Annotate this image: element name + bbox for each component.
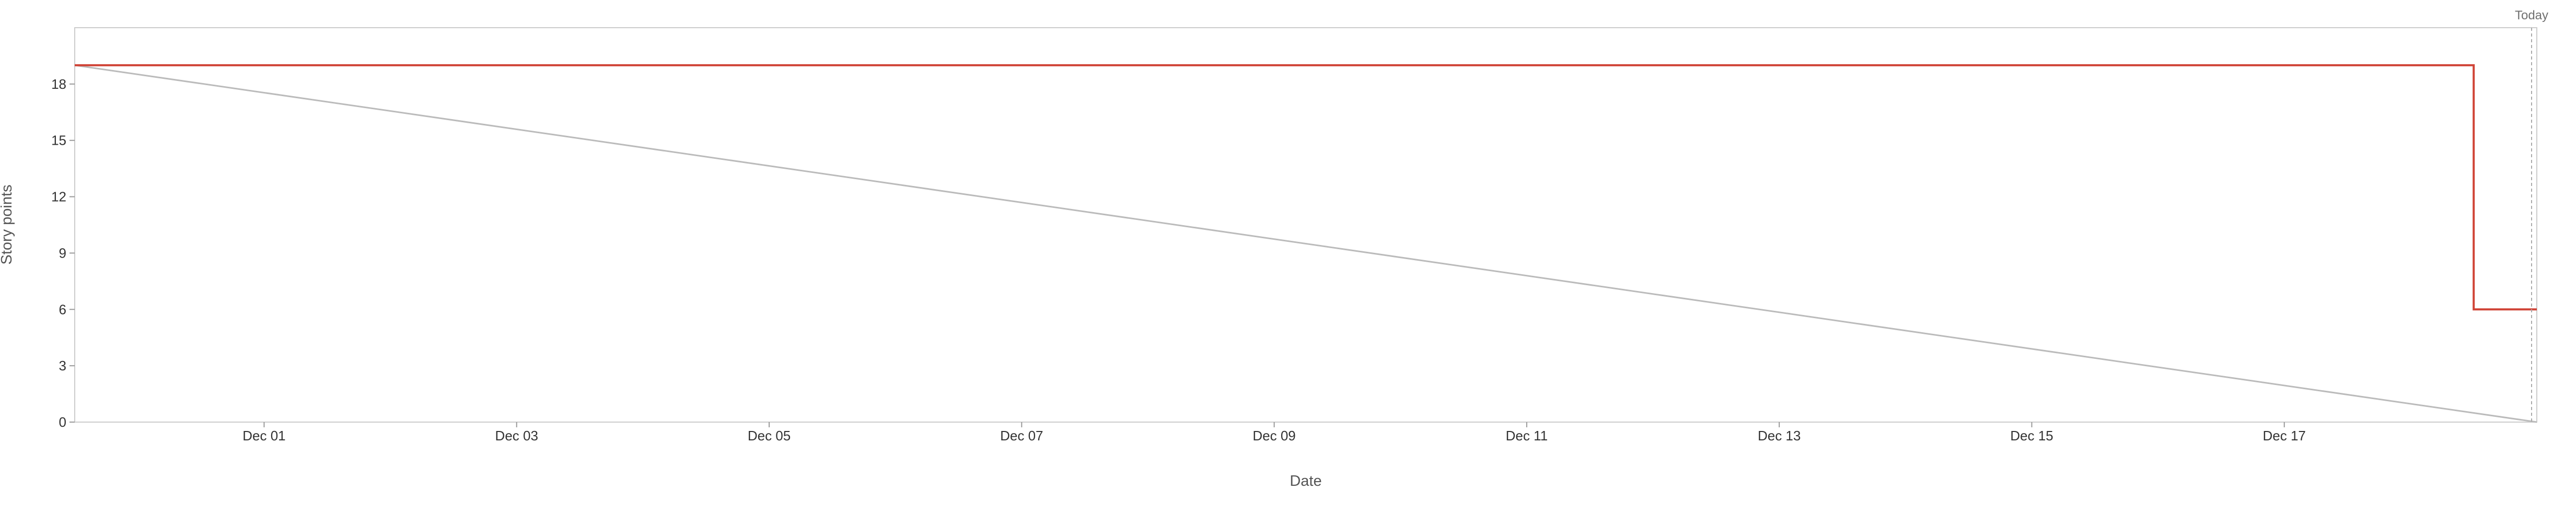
y-tick-label: 9 <box>59 245 66 261</box>
x-tick-label: Dec 01 <box>242 428 285 444</box>
remaining-series <box>75 64 2537 311</box>
x-tick-label: Dec 05 <box>748 428 791 444</box>
x-axis-ticks: Dec 01 Dec 03 Dec 05 Dec 07 Dec 09 Dec 11 Dec … <box>242 422 2306 444</box>
x-tick-label: Dec 11 <box>1506 428 1548 444</box>
today-marker: Today <box>2515 8 2548 422</box>
y-tick-label: 0 <box>59 414 66 430</box>
x-tick-label: Dec 13 <box>1758 428 1801 444</box>
y-axis-label: Story points <box>0 184 15 264</box>
x-tick-label: Dec 09 <box>1252 428 1295 444</box>
guideline-series <box>74 64 2537 423</box>
remaining-line <box>75 64 2537 311</box>
today-label: Today <box>2515 8 2548 22</box>
x-tick-label: Dec 03 <box>495 428 538 444</box>
x-tick-label: Dec 07 <box>1000 428 1043 444</box>
x-axis-label: Date <box>1290 473 1321 489</box>
y-tick-label: 12 <box>51 189 66 205</box>
x-tick-label: Dec 15 <box>2010 428 2053 444</box>
y-tick-label: 15 <box>51 133 66 148</box>
y-tick-label: 3 <box>59 358 66 374</box>
guideline-line <box>74 64 2537 423</box>
y-axis-ticks: 0 3 6 9 12 15 18 <box>51 76 75 430</box>
y-tick-label: 18 <box>51 76 66 92</box>
x-tick-label: Dec 17 <box>2263 428 2306 444</box>
y-tick-label: 6 <box>59 301 66 317</box>
plot-area <box>74 27 2537 423</box>
